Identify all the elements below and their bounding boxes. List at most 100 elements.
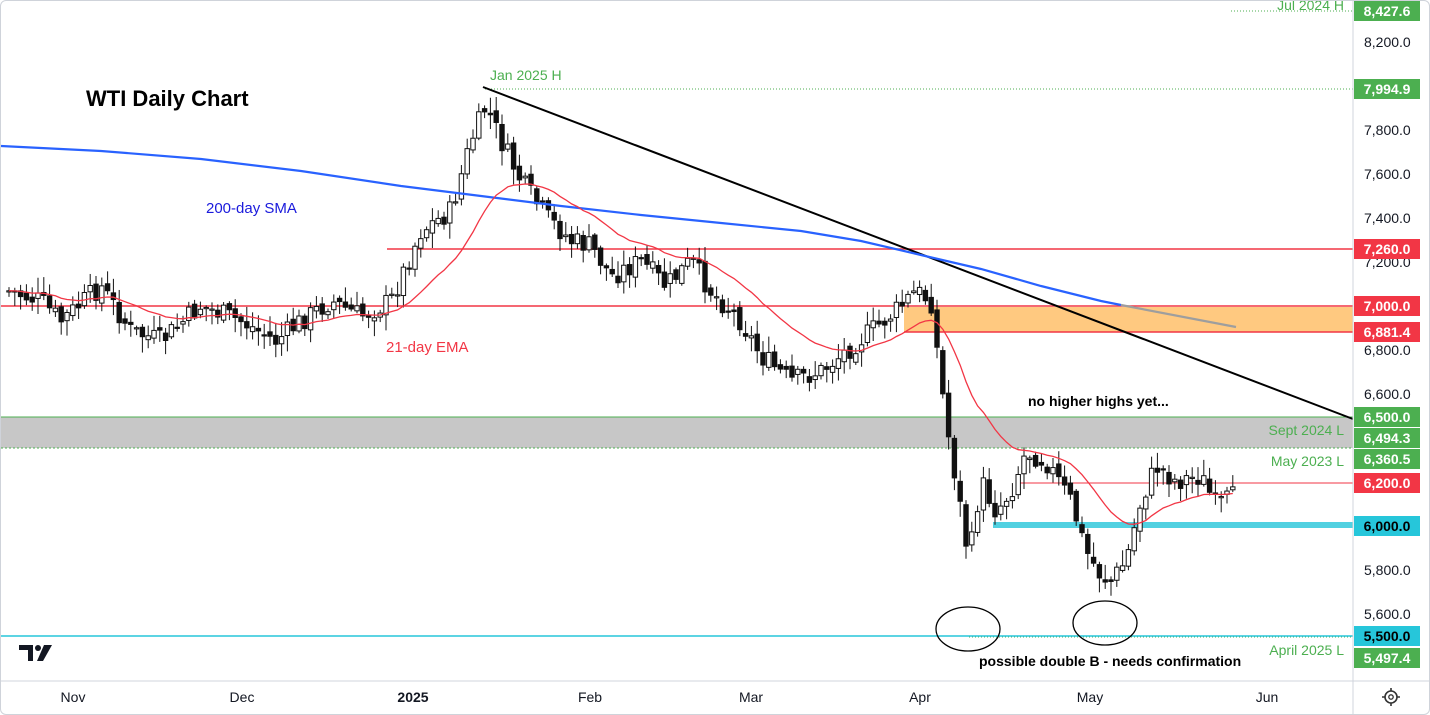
candle-body bbox=[713, 296, 720, 299]
candle-body bbox=[458, 173, 465, 200]
jul-2024-high-label: Jul 2024 H bbox=[1277, 1, 1344, 13]
price-label-box bbox=[1354, 1, 1420, 21]
candle-body bbox=[580, 235, 586, 251]
price-label-box bbox=[1354, 516, 1420, 536]
candle-body bbox=[644, 254, 650, 265]
candle-body bbox=[824, 366, 830, 370]
candle-body bbox=[302, 315, 308, 330]
candle-body bbox=[1061, 476, 1068, 486]
candle-body bbox=[563, 234, 569, 238]
candle-body bbox=[679, 265, 685, 284]
price-label-text: 6,500.0 bbox=[1364, 409, 1411, 425]
candle-body bbox=[191, 303, 198, 319]
candle-body bbox=[806, 376, 813, 383]
april-2025-low-label: April 2025 L bbox=[1269, 642, 1344, 658]
candle-body bbox=[771, 351, 778, 368]
candle-body bbox=[841, 349, 847, 363]
candle-body bbox=[870, 320, 876, 329]
candle-body bbox=[29, 296, 35, 303]
candle-body bbox=[621, 264, 627, 283]
price-label-box bbox=[1354, 239, 1420, 259]
candle-body bbox=[783, 365, 789, 370]
candle-body bbox=[1067, 482, 1074, 495]
price-label-box bbox=[1354, 79, 1420, 99]
candle-body bbox=[864, 324, 871, 344]
candle-body bbox=[35, 292, 41, 299]
candle-body bbox=[186, 306, 192, 321]
candle-body bbox=[505, 143, 511, 150]
candle-body bbox=[557, 220, 563, 240]
price-label-text: 7,994.9 bbox=[1364, 81, 1411, 97]
x-tick-label: Dec bbox=[230, 689, 255, 705]
candle-body bbox=[1044, 466, 1050, 474]
candle-body bbox=[162, 332, 169, 342]
candle-body bbox=[168, 324, 175, 338]
price-label-box bbox=[1354, 322, 1420, 342]
price-axis-ticks[interactable]: 8,200.07,800.07,600.07,400.07,200.06,800… bbox=[1364, 34, 1411, 622]
downtrend-line bbox=[482, 86, 1354, 420]
candle-body bbox=[922, 289, 929, 302]
price-label-box bbox=[1354, 428, 1420, 448]
candle-body bbox=[667, 273, 673, 284]
ema-21-line bbox=[8, 183, 1233, 525]
candle-body bbox=[296, 315, 302, 332]
candle-body bbox=[592, 234, 598, 250]
candle-body bbox=[429, 220, 436, 234]
candle-body bbox=[1189, 476, 1195, 479]
candle-body bbox=[969, 531, 975, 546]
price-label-text: 6,000.0 bbox=[1364, 518, 1411, 534]
candle-body bbox=[574, 233, 581, 245]
candle-body bbox=[365, 315, 372, 318]
candle-body bbox=[887, 318, 894, 322]
price-label-text: 6,494.3 bbox=[1364, 430, 1411, 446]
candle-body bbox=[963, 504, 969, 547]
price-label-box bbox=[1354, 296, 1420, 316]
candle-body bbox=[626, 264, 633, 276]
candle-body bbox=[853, 353, 859, 363]
price-label-box bbox=[1354, 449, 1420, 469]
candle-body bbox=[423, 229, 430, 239]
candle-body bbox=[777, 364, 784, 370]
candle-body bbox=[650, 261, 656, 269]
candle-body bbox=[1125, 549, 1132, 567]
candle-body bbox=[267, 331, 273, 337]
candle-body bbox=[336, 297, 343, 303]
candle-body bbox=[220, 304, 227, 321]
candle-body bbox=[1050, 467, 1056, 475]
candle-body bbox=[64, 311, 70, 322]
candle-body bbox=[487, 112, 494, 116]
candle-body bbox=[1003, 500, 1010, 507]
double-bottom-annotation: possible double B - needs confirmation bbox=[979, 653, 1241, 669]
tradingview-logo[interactable] bbox=[19, 645, 52, 661]
candle-body bbox=[197, 308, 204, 316]
price-label-text: 8,427.6 bbox=[1364, 3, 1411, 19]
no-higher-highs-annotation: no higher highs yet... bbox=[1028, 393, 1169, 409]
candle-body bbox=[238, 316, 244, 323]
candle-body bbox=[226, 303, 233, 311]
candle-body bbox=[360, 303, 366, 317]
jan-2025-high-label: Jan 2025 H bbox=[490, 67, 562, 83]
candle-body bbox=[539, 200, 546, 203]
candle-body bbox=[1154, 467, 1161, 473]
candle-body bbox=[1038, 461, 1045, 466]
candle-body bbox=[470, 137, 476, 151]
candle-body bbox=[609, 268, 615, 275]
settings-gear-icon[interactable] bbox=[1382, 688, 1400, 706]
chart-title: WTI Daily Chart bbox=[86, 86, 249, 111]
price-label-text: 7,000.0 bbox=[1364, 298, 1411, 314]
candle-body bbox=[273, 334, 279, 345]
x-tick-label: Mar bbox=[739, 689, 763, 705]
candle-body bbox=[151, 329, 157, 339]
candle-body bbox=[586, 236, 592, 251]
candle-body bbox=[180, 321, 186, 325]
time-axis-labels[interactable]: Nov Dec 2025 Feb Mar Apr May Jun bbox=[61, 689, 1279, 705]
candle-body bbox=[52, 307, 59, 313]
candle-body bbox=[284, 321, 291, 337]
candle-body bbox=[70, 304, 76, 317]
price-label-text: 7,260.0 bbox=[1364, 241, 1411, 257]
candle-body bbox=[87, 284, 93, 293]
sma-200-line bbox=[1, 144, 1122, 307]
candle-body bbox=[499, 123, 505, 152]
candle-body bbox=[1172, 478, 1178, 483]
